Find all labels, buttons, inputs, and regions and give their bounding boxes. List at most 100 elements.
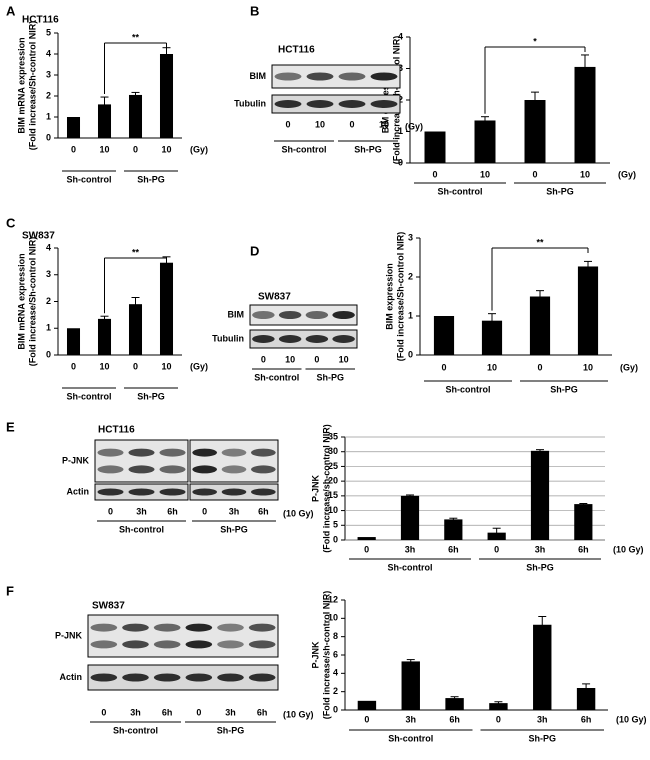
blot-band [122,673,149,682]
error-bar [406,659,415,664]
lane-label: 0 [196,707,201,717]
bar [445,698,464,710]
x-tick-label: 6h [578,544,589,554]
error-bar [488,313,496,328]
y-tick-label: 0 [333,534,338,544]
group-label: Sh-control [282,144,327,154]
bar [529,296,551,355]
lane-unit: (Gy) [405,121,423,131]
y-tick-label: 8 [333,631,338,641]
x-tick-label: 0 [364,544,369,554]
blot-band [159,448,186,457]
x-tick-label: 0 [494,544,499,554]
blot-band [192,465,217,474]
blot-band [153,673,181,682]
group-label: Sh-PG [137,174,165,184]
blot-band [248,640,276,649]
blot-band [251,488,276,496]
group-label: Sh-PG [354,144,382,154]
blot-band [185,673,213,682]
bar [159,262,174,355]
chart-title: SW837 [22,231,55,242]
blot-row-label: BIM [228,309,245,319]
bar [489,703,508,710]
panel-letter: A [6,3,16,18]
lane-label: 0 [349,119,354,129]
group-label: Sh-control [446,384,491,394]
x-unit: (Gy) [190,361,208,371]
bar [444,519,463,540]
error-bar [449,517,458,521]
blot-band [90,640,118,649]
blot-band [217,640,244,649]
blot-frame [271,64,401,89]
y-tick-label: 15 [328,490,338,500]
x-tick-label: 10 [161,361,171,371]
y-tick-label: 3 [46,269,51,279]
blot-row-label: P-JNK [55,630,83,640]
blot-band [192,488,217,496]
lane-label: 6h [167,506,178,516]
x-tick-label: 10 [480,169,490,179]
blot-band [97,465,124,474]
bar [433,316,455,355]
bar [533,624,552,710]
group-label: Sh-control [388,733,433,743]
blot-band [122,640,149,649]
blot-row-label: Tubulin [212,333,244,343]
lane-label: 6h [162,707,173,717]
error-bar [131,91,140,98]
x-tick-label: 6h [448,544,459,554]
x-unit: (10 Gy) [616,714,647,724]
blot-row-label: Actin [60,672,83,682]
blot-frame [94,439,189,483]
y-tick-label: 2 [408,271,413,281]
x-tick-label: 6h [449,714,460,724]
y-tick-label: 1 [398,126,403,136]
lane-label: 10 [315,119,325,129]
group-label: Sh-control [119,524,164,534]
lane-label: 6h [257,707,268,717]
blot-row-label: P-JNK [62,455,90,465]
significance-label: ** [536,237,544,247]
group-label: Sh-PG [316,372,344,382]
cell-line: HCT116 [278,45,315,56]
y-tick-label: 10 [328,505,338,515]
significance-label: ** [132,32,140,42]
lane-label: 0 [261,354,266,364]
group-label: Sh-PG [217,725,245,735]
blot-frame [87,664,279,691]
error-bar [531,91,539,108]
bar [401,661,420,710]
group-label: Sh-PG [137,391,165,401]
blot-frame [271,94,401,114]
bar [400,495,420,540]
y-tick-label: 4 [398,31,403,41]
blot-band [251,448,276,457]
blot-band [306,72,334,81]
blot-band [159,465,186,474]
error-bar [131,296,140,311]
blot-frame [249,329,358,349]
group-label: Sh-PG [528,733,556,743]
lane-label: 0 [202,506,207,516]
x-tick-label: 3h [405,544,416,554]
blot-band [128,465,155,474]
blot-band [192,448,217,457]
error-bar [582,683,591,693]
x-tick-label: 0 [532,169,537,179]
blot-frame [249,304,358,326]
error-bar [492,527,501,538]
blot-band [248,623,276,632]
y-tick-label: 2 [46,296,51,306]
y-tick-label: 5 [333,520,338,530]
y-tick-label: 3 [46,69,51,79]
x-tick-label: 10 [99,144,109,154]
blot-row-label: Tubulin [234,98,266,108]
error-bar [536,290,544,303]
blot-band [217,673,244,682]
group-label: Sh-control [254,372,299,382]
blot-band [221,465,247,474]
blot-frame [189,439,279,483]
